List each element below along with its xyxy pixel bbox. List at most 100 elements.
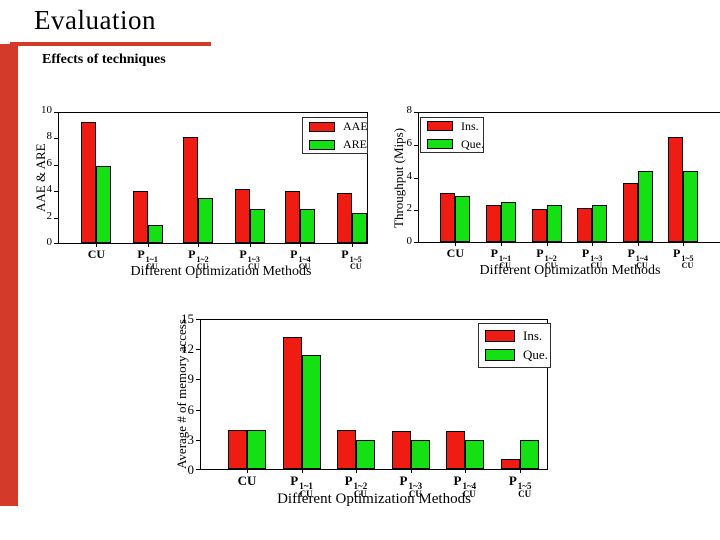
- legend-label: AAE: [343, 119, 368, 133]
- category-label: P 1~5 CU: [673, 246, 694, 270]
- x-axis-label: Different Optimization Methods: [277, 491, 471, 507]
- x-axis-label: Different Optimization Methods: [130, 264, 312, 279]
- y-tick-label: 6: [187, 401, 195, 417]
- bar: [500, 202, 516, 242]
- x-tick-mark: [96, 244, 98, 247]
- x-tick-mark: [546, 243, 548, 246]
- category-label: CU: [237, 473, 257, 488]
- slide-accent-sidebar: [0, 44, 18, 506]
- bar: [501, 459, 521, 469]
- legend-swatch: [427, 139, 453, 149]
- y-tick-label: 0: [406, 235, 413, 247]
- bar: [355, 440, 375, 469]
- legend-label: Ins.: [523, 328, 543, 343]
- y-tick-label: 6: [46, 156, 53, 169]
- y-tick-mark: [54, 243, 58, 244]
- slide-subtitle: Effects of techniques: [42, 52, 166, 67]
- legend-swatch: [485, 330, 515, 342]
- legend: Ins. Que.: [478, 323, 551, 368]
- x-tick-mark: [300, 244, 302, 247]
- bar: [485, 205, 501, 242]
- category-label: P 1~1 CU: [490, 246, 512, 270]
- x-tick-mark: [410, 470, 412, 473]
- y-tick-mark: [196, 379, 200, 381]
- y-tick-label: 8: [46, 130, 53, 143]
- y-tick-label: 2: [406, 202, 413, 215]
- legend-entry: AAE: [309, 119, 368, 134]
- legend-swatch: [427, 121, 453, 131]
- y-tick-mark: [196, 319, 200, 320]
- y-tick-mark: [196, 439, 200, 441]
- bar: [410, 440, 430, 469]
- y-tick-label: 4: [406, 169, 413, 182]
- y-tick-mark: [196, 349, 200, 351]
- y-tick-mark: [414, 242, 418, 243]
- category-label: P 1~3 CU: [581, 246, 603, 270]
- y-tick-mark: [54, 217, 58, 219]
- x-tick-mark: [637, 243, 639, 246]
- x-tick-mark: [520, 470, 522, 473]
- category-label: P 1~3 CU: [239, 247, 260, 271]
- y-tick-label: 3: [187, 431, 195, 447]
- legend: AAE ARE: [302, 117, 368, 154]
- bar: [546, 205, 562, 242]
- bar: [668, 137, 684, 242]
- category-label: P 1~2 CU: [188, 247, 209, 271]
- category-label: P 1~3 CU: [399, 473, 423, 499]
- legend-entry: ARE: [309, 137, 367, 152]
- bar: [577, 208, 593, 242]
- y-tick-label: 8: [406, 104, 413, 116]
- x-tick-mark: [351, 244, 353, 247]
- chart-aae-are: AAE & ARE AAE ARE Different Optimization …: [30, 100, 380, 295]
- category-label: P 1~2 CU: [536, 246, 557, 270]
- x-tick-mark: [683, 243, 685, 246]
- y-tick-mark: [414, 112, 418, 113]
- chart-memory-access: Average # of memory access Ins. Que. Diff…: [160, 305, 570, 520]
- category-label: P 1~4 CU: [290, 247, 311, 271]
- bar: [246, 430, 266, 469]
- bar: [455, 196, 471, 242]
- bar: [531, 209, 547, 242]
- legend-swatch: [309, 121, 335, 132]
- legend-label: Que.: [523, 347, 548, 362]
- y-tick-mark: [414, 210, 418, 212]
- legend-entry: Que.: [485, 347, 548, 363]
- bar: [445, 431, 465, 469]
- bar: [336, 430, 356, 469]
- bar: [592, 205, 608, 242]
- y-tick-label: 0: [46, 236, 53, 248]
- x-axis-label: Different Optimization Methods: [479, 263, 661, 278]
- bar: [282, 337, 302, 469]
- x-tick-mark: [455, 243, 457, 246]
- category-label: P 1~1 CU: [290, 473, 313, 499]
- bar: [464, 440, 484, 469]
- title-underline: [10, 42, 211, 46]
- bar: [391, 431, 411, 469]
- x-tick-mark: [249, 244, 251, 247]
- legend-label: Que.: [461, 136, 484, 151]
- x-tick-mark: [500, 243, 502, 246]
- bar: [683, 171, 699, 242]
- x-tick-mark: [246, 470, 248, 473]
- y-tick-label: 6: [406, 136, 413, 149]
- category-label: P 1~2 CU: [344, 473, 368, 499]
- bar: [440, 193, 456, 242]
- bar: [132, 191, 148, 243]
- category-label: P 1~4 CU: [627, 246, 648, 270]
- bar: [301, 355, 321, 469]
- bar: [336, 193, 352, 243]
- y-tick-label: 10: [41, 104, 52, 116]
- chart-throughput: Throughput (Mips) Ins. Que. Different Opt…: [385, 100, 720, 295]
- y-tick-label: 15: [181, 311, 194, 326]
- page-title: Evaluation: [34, 5, 156, 35]
- category-label: CU: [446, 246, 464, 260]
- bar: [249, 209, 265, 243]
- legend-label: ARE: [343, 137, 367, 151]
- legend: Ins. Que.: [420, 117, 484, 153]
- x-tick-mark: [147, 244, 149, 247]
- bar: [351, 213, 367, 243]
- legend-label: Ins.: [461, 118, 479, 133]
- legend-swatch: [309, 139, 335, 150]
- x-tick-mark: [301, 470, 303, 473]
